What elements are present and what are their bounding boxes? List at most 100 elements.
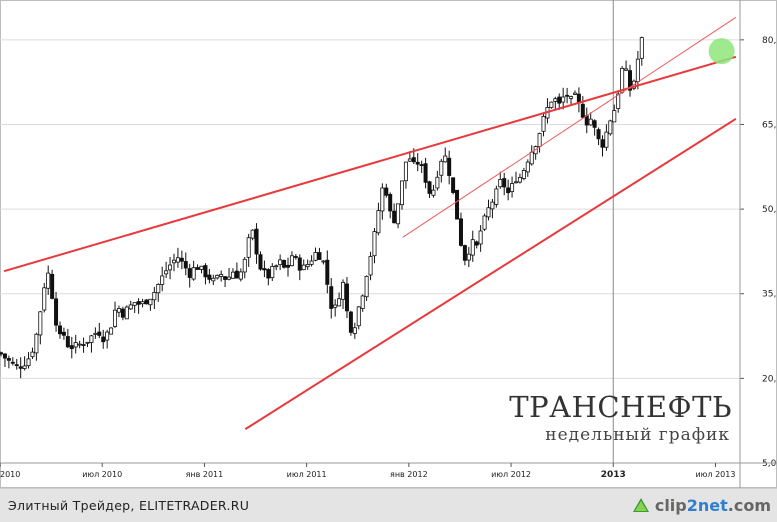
candle-body: [175, 257, 180, 263]
candle-body: [293, 256, 298, 258]
candle-body: [380, 187, 385, 212]
candle-body: [183, 261, 188, 269]
candle-body: [207, 274, 212, 280]
brand-logo[interactable]: clip2net.com: [631, 494, 771, 516]
candle-body: [348, 311, 353, 333]
candle-body: [364, 276, 369, 298]
y-tick-label: 65,0 тыс: [762, 120, 777, 130]
candle-body: [223, 276, 228, 280]
candle-body: [317, 252, 322, 260]
candle-body: [73, 342, 78, 348]
candle-body: [101, 336, 106, 343]
candle-body: [537, 132, 542, 147]
candle-body: [423, 163, 428, 183]
candle-body: [171, 259, 176, 264]
candle-body: [455, 189, 460, 220]
breakout-circle: [708, 38, 735, 65]
candle-body: [69, 345, 74, 349]
candle-body: [195, 267, 200, 270]
y-axis: 80,0 тыс 65,0 тыс 50,0 тыс 35,0 тыс 20,0 тыс…: [739, 0, 777, 488]
chart-subtitle: недельный график: [545, 425, 730, 445]
trendline-lower-channel: [244, 117, 737, 430]
candle-body: [42, 287, 47, 311]
candle-body: [278, 259, 283, 266]
y-tick-label: 20,0 тыс: [762, 374, 777, 384]
candle-body: [242, 258, 247, 273]
candle-body: [254, 228, 259, 255]
candle-body: [569, 96, 574, 99]
trendline-steep-line: [402, 16, 737, 238]
candle-body: [514, 181, 519, 184]
candle-body: [565, 94, 570, 97]
candle-body: [65, 336, 70, 348]
brand-text: clip2net.com: [654, 495, 771, 515]
candle-body: [61, 331, 66, 336]
candle-body: [557, 96, 562, 104]
candle-body: [604, 131, 609, 148]
candle-body: [238, 271, 243, 280]
candle-body: [120, 308, 125, 318]
candle-body: [478, 230, 483, 245]
candle-body: [474, 241, 479, 246]
candle-body: [344, 283, 349, 312]
candle-body: [580, 103, 585, 118]
candle-body: [435, 176, 440, 189]
chart-border: [0, 0, 777, 488]
candle-body: [384, 187, 389, 196]
candle-body: [89, 335, 94, 343]
candle-body: [592, 120, 597, 128]
candle-body: [608, 120, 613, 135]
candle-body: [203, 265, 208, 278]
candle-body: [187, 268, 192, 278]
candle-body: [116, 308, 121, 313]
x-tick-label: янв 2011: [186, 470, 224, 479]
candle-body: [337, 298, 342, 307]
candle-body: [572, 92, 577, 95]
candle-body: [132, 302, 137, 306]
candle-body: [152, 292, 157, 301]
candle-body: [407, 158, 412, 162]
candle-body: [57, 325, 62, 335]
candle-body: [113, 309, 118, 327]
candle-body: [628, 70, 633, 91]
candle-body: [10, 361, 15, 364]
candle-body: [136, 301, 141, 305]
candle-body: [616, 93, 621, 109]
x-tick-label: июл 2013: [695, 470, 735, 479]
candle-body: [282, 259, 287, 268]
candle-body: [309, 260, 314, 265]
x-tick-label: 2010: [0, 470, 20, 479]
candle-body: [529, 151, 534, 165]
candle-body: [6, 358, 11, 361]
candle-body: [494, 188, 499, 205]
candle-body: [285, 264, 290, 268]
candle-body: [246, 237, 251, 258]
candle-body: [458, 218, 463, 246]
candle-body: [462, 245, 467, 261]
candle-body: [50, 273, 55, 299]
candle-body: [466, 253, 471, 261]
candle-body: [93, 332, 98, 335]
candle-body: [635, 58, 640, 82]
x-tick-label: июл 2012: [491, 470, 531, 479]
candle-body: [368, 256, 373, 276]
candle-body: [124, 306, 129, 320]
candle-body: [160, 275, 165, 285]
candle-body: [305, 264, 310, 268]
x-tick-label: 2013: [601, 470, 626, 480]
candle-body: [549, 101, 554, 108]
candle-body: [356, 306, 361, 327]
candle-body: [427, 181, 432, 194]
candle-body: [301, 264, 306, 271]
candle-body: [612, 110, 617, 123]
candle-body: [109, 327, 114, 335]
clip2net-icon: [632, 498, 649, 512]
candle-body: [211, 277, 216, 282]
candle-body: [396, 203, 401, 225]
candle-body: [46, 272, 51, 289]
candle-body: [325, 259, 330, 285]
candle-body: [0, 352, 4, 355]
candle-body: [14, 364, 19, 367]
candle-body: [191, 267, 196, 280]
